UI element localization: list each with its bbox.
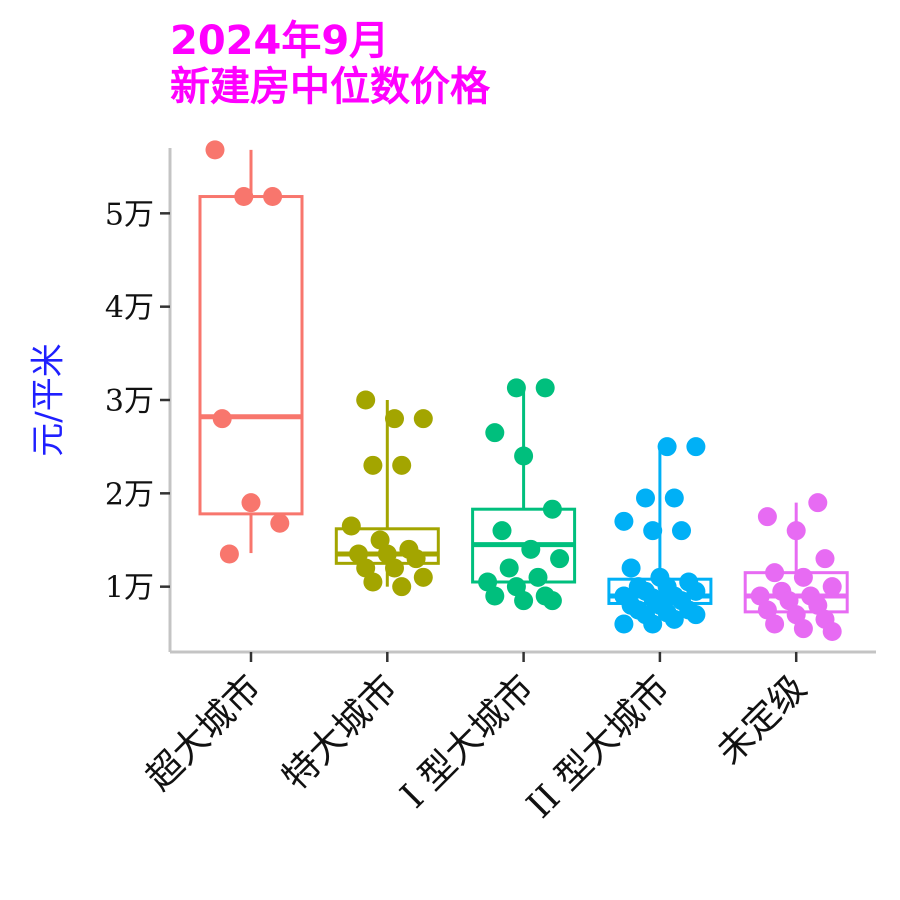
- data-point: [779, 591, 799, 611]
- box: [198, 195, 304, 516]
- data-point: [356, 390, 376, 410]
- data-point: [514, 591, 534, 611]
- data-point: [542, 499, 562, 519]
- data-point: [664, 609, 684, 629]
- data-point: [385, 558, 404, 578]
- data-point: [621, 558, 641, 578]
- data-point: [392, 577, 412, 597]
- data-point: [492, 521, 512, 541]
- y-tick-label: 5万: [105, 197, 154, 232]
- x-tick-label: 超大城市: [139, 667, 270, 798]
- data-point: [686, 437, 706, 457]
- data-point: [664, 488, 684, 508]
- data-point: [406, 549, 426, 569]
- data-point: [485, 423, 505, 443]
- data-point: [822, 577, 842, 597]
- data-point: [757, 600, 777, 620]
- data-point: [808, 493, 828, 513]
- data-point: [686, 605, 706, 625]
- data-point: [786, 605, 806, 625]
- data-point: [363, 572, 383, 592]
- chart-title-line-2: 新建房中位数价格: [170, 64, 490, 110]
- data-point: [614, 614, 634, 634]
- data-point: [657, 437, 677, 457]
- data-point: [478, 572, 498, 592]
- data-point: [241, 493, 261, 513]
- data-point: [822, 621, 842, 641]
- data-point: [356, 558, 376, 578]
- data-point: [786, 521, 806, 541]
- data-point: [506, 378, 526, 398]
- data-point: [205, 140, 225, 160]
- chart-title: 2024年9月 新建房中位数价格: [170, 18, 490, 110]
- data-point: [636, 488, 655, 508]
- data-point: [542, 591, 562, 611]
- data-point: [392, 455, 412, 475]
- data-point: [614, 511, 634, 531]
- data-point: [385, 409, 404, 429]
- data-point: [793, 619, 813, 639]
- data-point: [528, 567, 548, 587]
- data-point: [377, 544, 397, 564]
- data-point: [808, 595, 828, 615]
- data-point: [363, 455, 383, 475]
- data-point: [212, 409, 232, 429]
- data-point: [535, 378, 555, 398]
- data-point: [550, 549, 570, 569]
- x-tick-label: 特大城市: [275, 667, 406, 798]
- data-point: [514, 446, 534, 466]
- y-tick-label: 3万: [105, 384, 154, 419]
- data-point: [643, 521, 663, 541]
- y-tick-label: 2万: [105, 477, 154, 512]
- data-point: [499, 558, 519, 578]
- data-point: [793, 567, 813, 587]
- y-tick-label: 1万: [105, 571, 154, 606]
- data-point: [234, 187, 254, 207]
- data-point: [686, 581, 706, 601]
- data-point: [750, 586, 770, 606]
- chart-title-line-1: 2024年9月: [170, 18, 390, 64]
- data-point: [506, 577, 526, 597]
- data-point: [757, 507, 777, 527]
- x-tick-label: II 型大城市: [519, 667, 678, 826]
- data-point: [219, 544, 239, 564]
- x-tick-label: I 型大城市: [393, 667, 542, 816]
- data-point: [370, 530, 390, 550]
- data-point: [485, 586, 505, 606]
- data-point: [521, 539, 541, 559]
- data-point: [413, 567, 433, 587]
- y-tick-label: 4万: [105, 291, 154, 326]
- data-point: [643, 614, 663, 634]
- data-point: [765, 614, 785, 634]
- x-tick-label: 未定级: [709, 667, 814, 772]
- data-point: [765, 563, 785, 583]
- data-point: [349, 544, 368, 564]
- data-point: [263, 187, 283, 207]
- data-point: [413, 409, 433, 429]
- data-point: [270, 513, 290, 533]
- data-point: [341, 516, 361, 536]
- data-point: [672, 521, 691, 541]
- data-point: [815, 549, 835, 569]
